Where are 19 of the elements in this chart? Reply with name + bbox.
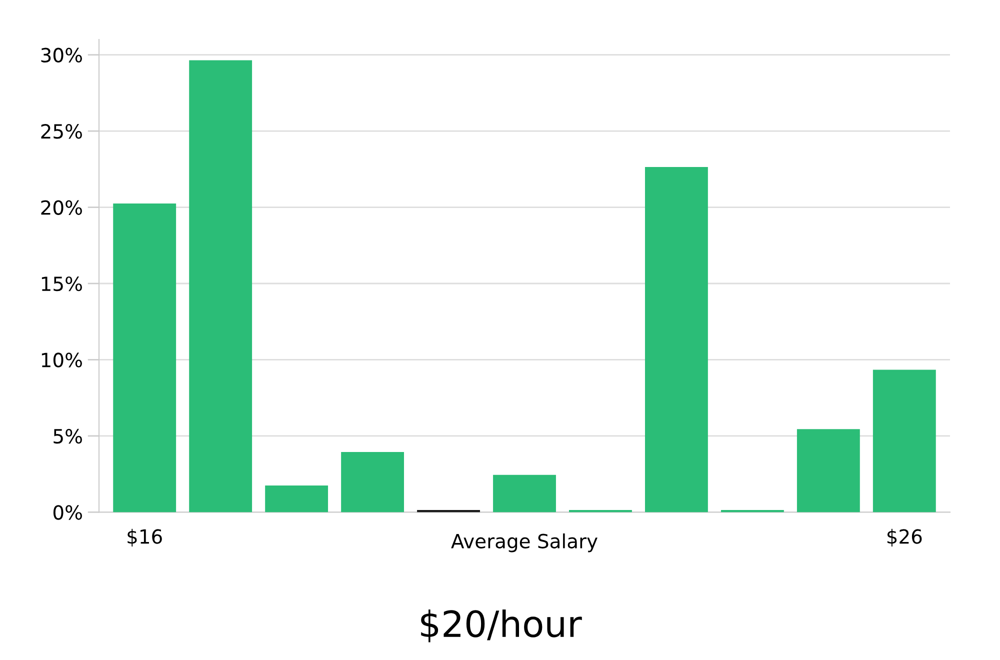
y-tick-label: 15% [42, 276, 82, 292]
y-tick-label: 5% [54, 428, 82, 444]
bar [265, 486, 328, 512]
x-tick-label: $26 [887, 528, 922, 546]
x-axis-title: Average Salary [451, 533, 598, 552]
bar [189, 60, 252, 512]
bar [644, 166, 708, 512]
y-tick-label: 30% [41, 48, 82, 63]
x-tick-label: $16 [128, 528, 162, 546]
text: $20/hour [421, 609, 582, 642]
bar [113, 204, 176, 512]
y-tick-label: 20% [41, 200, 82, 215]
y-tick-label: 10% [42, 352, 82, 368]
bar [493, 474, 556, 512]
bar [872, 370, 936, 512]
y-tick-label: 0% [53, 505, 82, 520]
y-tick-label: 25% [41, 124, 82, 139]
bar [341, 452, 404, 512]
bar [796, 429, 860, 512]
